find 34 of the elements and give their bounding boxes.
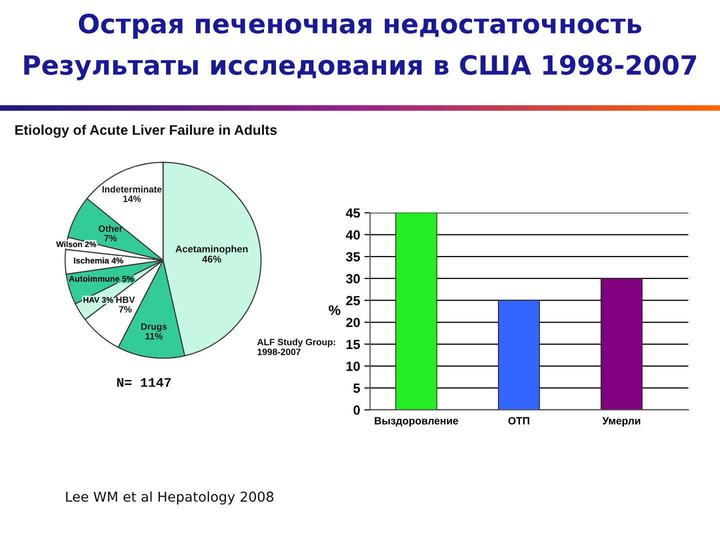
y-tick-label: 35 (346, 252, 360, 262)
slice-label: Indeterminate (102, 186, 162, 193)
data-label: 14% (123, 196, 141, 202)
slice-label: Other (98, 225, 123, 232)
text: ALF Study Group: 1998-2007 (257, 338, 336, 356)
chart-title: Etiology of Acute Liver Failure in Adults (15, 124, 277, 138)
data-label: 11% (146, 332, 163, 340)
data-label: 46% (202, 256, 222, 263)
slice-label: Drugs (141, 323, 167, 332)
chart-title: Острая печеночная недостаточность (78, 14, 642, 39)
data-label: 7% (104, 234, 117, 242)
bar (600, 278, 643, 410)
slice-label: HBV (116, 296, 135, 303)
y-tick-label: 40 (346, 230, 360, 240)
slice-label: Acetaminophen (176, 245, 248, 254)
y-tick-label: 15 (346, 340, 360, 350)
y-tick-label: 20 (346, 318, 360, 328)
y-tick-label: 25 (346, 296, 360, 306)
y-tick-label: 5 (353, 384, 360, 393)
y-axis-title: % (328, 305, 340, 316)
bar (395, 212, 438, 410)
text: Lee WM et al Hepatology 2008 (66, 491, 274, 504)
bar (498, 300, 540, 410)
y-tick-label: 30 (346, 274, 360, 284)
y-tick-label: 0 (354, 405, 360, 415)
slice-label: Ischemia 4% (74, 257, 124, 264)
x-tick-label: Умерли (602, 417, 640, 427)
y-tick-label: 45 (346, 208, 360, 218)
x-tick-label: ОТП (508, 417, 530, 424)
text: N= 1147 (117, 378, 171, 387)
data-label: 7% (119, 306, 132, 313)
y-tick-label: 10 (346, 362, 360, 371)
chart-subtitle: Результаты исследования в США 1998-2007 (24, 54, 696, 80)
x-tick-label: Выздоровление (374, 417, 458, 427)
